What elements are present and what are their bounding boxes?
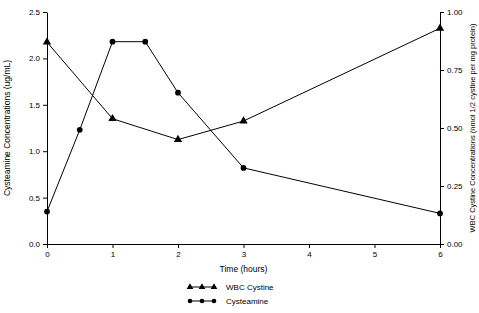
marker (77, 127, 83, 133)
tick-label: 1.5 (29, 101, 41, 110)
tick-label: 2 (176, 250, 181, 259)
marker (174, 135, 182, 142)
tick-label: 0.00 (447, 240, 463, 249)
tick-label: 0.0 (29, 240, 41, 249)
legend-marker (200, 299, 205, 304)
tick-label: 0 (45, 250, 50, 259)
tick-mark (440, 12, 444, 13)
x-axis-title: Time (hours) (220, 264, 268, 274)
x-axis: 0 1 2 3 4 5 6 (45, 244, 443, 259)
tick: 1.5 (29, 101, 47, 110)
y2-axis: 0.00 0.25 0.50 0.75 1.00 (440, 8, 463, 249)
marker (142, 39, 148, 45)
legend: WBC Cystine Cysteamine (187, 283, 274, 306)
marker (241, 165, 247, 171)
tick: 0.75 (440, 66, 463, 75)
legend-label: WBC Cystine (226, 283, 274, 292)
tick: 5 (373, 244, 378, 259)
tick-mark (375, 244, 376, 248)
tick-label: 0.75 (447, 66, 463, 75)
marker (110, 39, 116, 45)
legend-marker (188, 299, 193, 304)
y-axis-title: Cysteamine Concentrations (ug/mL) (2, 60, 12, 196)
tick-label: 2.0 (29, 54, 41, 63)
tick-label: 2.5 (29, 8, 41, 17)
marker (44, 209, 50, 215)
tick-mark (47, 244, 48, 248)
legend-marker (187, 283, 194, 289)
tick-mark (440, 70, 444, 71)
tick: 0.0 (29, 240, 47, 249)
tick: 3 (242, 244, 247, 259)
marker (108, 114, 116, 121)
tick-mark (113, 244, 114, 248)
tick: 0.5 (29, 194, 47, 203)
chart: 0 1 2 3 4 5 6 0.0 0.5 1.0 1.5 2.0 2.5 0.00 0.25 0.50 0.7… (0, 0, 479, 313)
tick-mark (440, 244, 444, 245)
marker (437, 210, 443, 216)
series-line (47, 42, 440, 214)
tick-mark (244, 244, 245, 248)
tick-label: 4 (307, 250, 312, 259)
legend-entry: Cysteamine (188, 297, 269, 306)
tick-mark (43, 58, 47, 59)
tick: 2.5 (29, 8, 47, 17)
tick-label: 1.0 (29, 147, 41, 156)
y2-axis-title: WBC Cystine Concentrations (nmol 1/2 cys… (468, 23, 477, 232)
tick: 1.00 (440, 8, 463, 17)
tick: 6 (438, 244, 443, 259)
tick: 0.00 (440, 240, 463, 249)
plot: 0 1 2 3 4 5 6 0.0 0.5 1.0 1.5 2.0 2.5 0.00 0.25 0.50 0.7… (29, 8, 463, 259)
legend-label: Cysteamine (226, 297, 269, 306)
series-group (43, 23, 444, 216)
tick-label: 0.25 (447, 182, 463, 191)
tick-mark (43, 105, 47, 106)
tick: 2 (176, 244, 181, 259)
tick-label: 0.50 (447, 124, 463, 133)
tick: 0.25 (440, 182, 463, 191)
tick: 1.0 (29, 147, 47, 156)
tick-label: 5 (373, 250, 378, 259)
tick-label: 3 (242, 250, 247, 259)
tick-label: 6 (438, 250, 443, 259)
marker (175, 90, 181, 96)
tick: 4 (307, 244, 312, 259)
legend-marker (212, 299, 217, 304)
tick: 2.0 (29, 54, 47, 63)
tick-mark (43, 244, 47, 245)
tick: 0.50 (440, 124, 463, 133)
legend-marker (199, 283, 206, 289)
tick: 0 (45, 244, 50, 259)
marker (43, 37, 51, 44)
tick-label: 0.5 (29, 194, 41, 203)
tick-mark (43, 198, 47, 199)
tick-mark (178, 244, 179, 248)
tick-mark (440, 128, 444, 129)
marker (436, 23, 444, 30)
tick-mark (309, 244, 310, 248)
legend-marker (211, 283, 218, 289)
tick-mark (440, 186, 444, 187)
marker (239, 116, 247, 123)
tick-mark (43, 12, 47, 13)
tick: 1 (111, 244, 116, 259)
tick-label: 1.00 (447, 8, 463, 17)
series-line (47, 28, 440, 139)
legend-entry: WBC Cystine (187, 283, 274, 292)
tick-label: 1 (111, 250, 116, 259)
tick-mark (43, 151, 47, 152)
